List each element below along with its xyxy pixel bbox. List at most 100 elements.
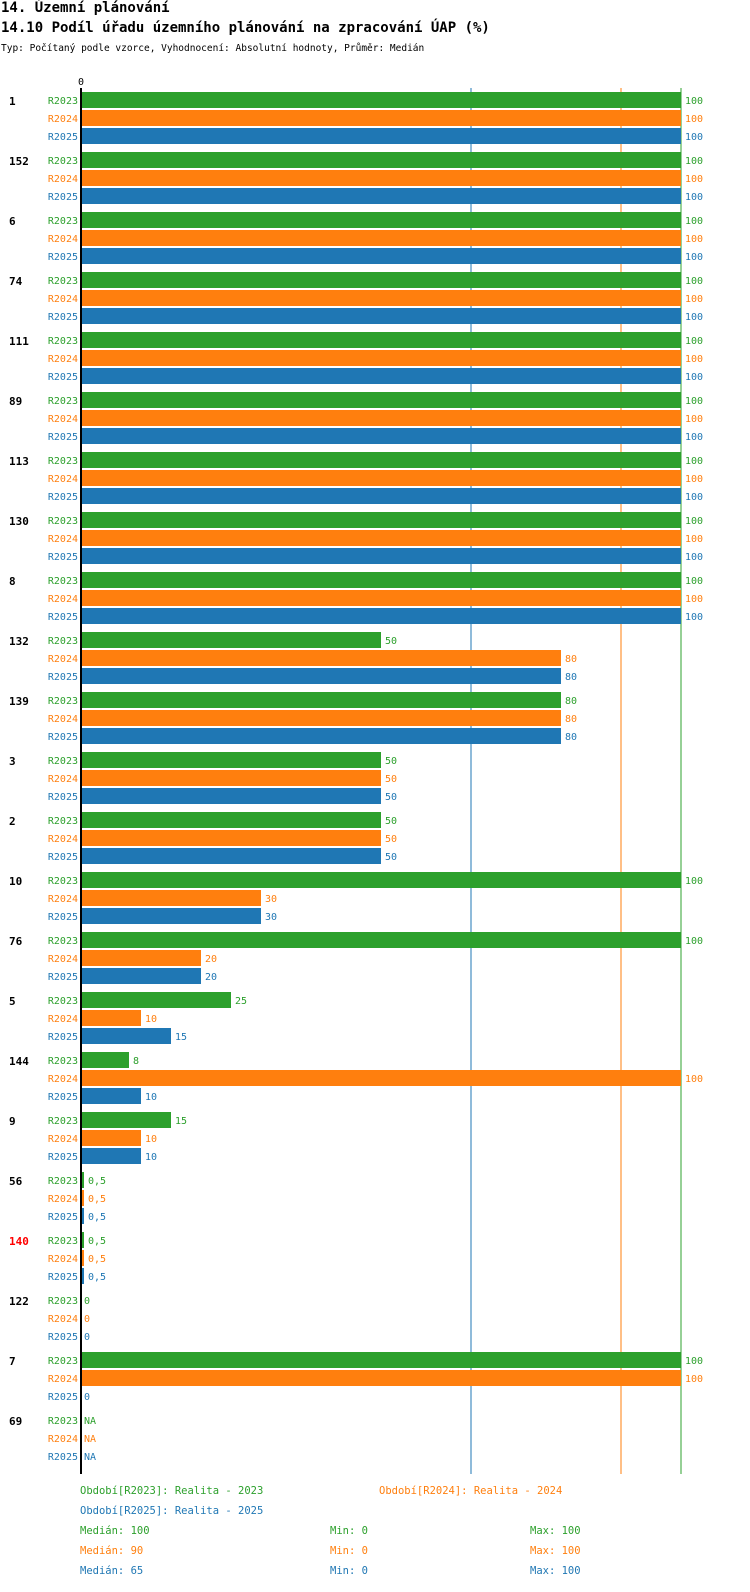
value-label: 100: [685, 132, 703, 143]
series-label: R2025: [48, 1332, 78, 1343]
series-label: R2023: [48, 456, 78, 467]
series-label: R2023: [48, 696, 78, 707]
bar-r2023: [81, 272, 681, 288]
category-label: 7: [9, 1355, 16, 1368]
value-label: 50: [385, 834, 397, 845]
series-label: R2023: [48, 816, 78, 827]
value-label: 80: [565, 732, 577, 743]
value-label: 30: [265, 894, 277, 905]
series-label: R2024: [48, 714, 78, 725]
value-label: NA: [84, 1452, 96, 1463]
value-label: 50: [385, 816, 397, 827]
bar-r2024: [81, 890, 261, 906]
value-label: 0,5: [88, 1212, 106, 1223]
value-label: NA: [84, 1416, 96, 1427]
category-label: 8: [9, 575, 16, 588]
category-label: 1: [9, 95, 16, 108]
series-label: R2024: [48, 1254, 78, 1265]
bar-r2024: [81, 350, 681, 366]
value-label: 0: [84, 1332, 90, 1343]
value-label: 15: [175, 1032, 187, 1043]
series-label: R2025: [48, 372, 78, 383]
value-label: 100: [685, 1074, 703, 1085]
series-label: R2023: [48, 876, 78, 887]
bar-r2025: [81, 848, 381, 864]
axis-zero-label: 0: [78, 77, 84, 88]
value-label: 50: [385, 774, 397, 785]
category-label: 3: [9, 755, 16, 768]
value-label: 50: [385, 636, 397, 647]
bar-r2024: [81, 590, 681, 606]
value-label: 100: [685, 234, 703, 245]
bar-r2023: [81, 812, 381, 828]
bar-r2023: [81, 692, 561, 708]
indicator-meta: Typ: Počítaný podle vzorce, Vyhodnocení:…: [1, 43, 425, 54]
series-label: R2023: [48, 156, 78, 167]
value-label: 100: [685, 312, 703, 323]
category-label: 5: [9, 995, 16, 1008]
bar-r2024: [81, 230, 681, 246]
value-label: 50: [385, 852, 397, 863]
series-label: R2025: [48, 972, 78, 983]
series-label: R2024: [48, 834, 78, 845]
series-label: R2024: [48, 474, 78, 485]
legend-r2023: Období[R2023]: Realita - 2023: [80, 1485, 264, 1497]
bar-r2024: [81, 290, 681, 306]
stat-min-r2025: Min: 0: [330, 1565, 368, 1577]
bar-r2023: [81, 1172, 84, 1188]
bar-r2023: [81, 632, 381, 648]
bar-r2025: [81, 788, 381, 804]
series-label: R2023: [48, 1416, 78, 1427]
value-label: 100: [685, 474, 703, 485]
series-label: R2023: [48, 216, 78, 227]
value-label: 100: [685, 1374, 703, 1385]
bar-r2023: [81, 392, 681, 408]
series-label: R2025: [48, 1272, 78, 1283]
value-label: 30: [265, 912, 277, 923]
series-label: R2023: [48, 1356, 78, 1367]
series-label: R2024: [48, 1434, 78, 1445]
bar-r2025: [81, 128, 681, 144]
bar-r2023: [81, 92, 681, 108]
value-label: 100: [685, 552, 703, 563]
series-label: R2025: [48, 612, 78, 623]
category-label: 130: [9, 515, 29, 528]
series-label: R2024: [48, 654, 78, 665]
value-label: 0: [84, 1392, 90, 1403]
series-label: R2024: [48, 954, 78, 965]
value-label: 0,5: [88, 1254, 106, 1265]
value-label: 100: [685, 534, 703, 545]
bar-r2025: [81, 908, 261, 924]
bar-r2024: [81, 770, 381, 786]
bar-r2025: [81, 368, 681, 384]
value-label: 0,5: [88, 1176, 106, 1187]
series-label: R2025: [48, 1452, 78, 1463]
series-label: R2023: [48, 516, 78, 527]
value-label: 100: [685, 156, 703, 167]
series-label: R2025: [48, 852, 78, 863]
bar-r2024: [81, 410, 681, 426]
value-label: NA: [84, 1434, 96, 1445]
series-label: R2025: [48, 1032, 78, 1043]
stat-median-r2023: Medián: 100: [80, 1525, 150, 1537]
series-label: R2025: [48, 432, 78, 443]
value-label: 8: [133, 1056, 139, 1067]
series-label: R2023: [48, 1176, 78, 1187]
legend-r2024: Období[R2024]: Realita - 2024: [379, 1485, 563, 1497]
category-label: 139: [9, 695, 29, 708]
bar-r2023: [81, 332, 681, 348]
bar-r2025: [81, 488, 681, 504]
value-label: 100: [685, 516, 703, 527]
series-label: R2024: [48, 294, 78, 305]
value-label: 0,5: [88, 1236, 106, 1247]
stat-max-r2023: Max: 100: [530, 1525, 581, 1537]
series-label: R2023: [48, 636, 78, 647]
bar-r2025: [81, 548, 681, 564]
series-label: R2024: [48, 1014, 78, 1025]
bar-r2023: [81, 992, 231, 1008]
value-label: 100: [685, 612, 703, 623]
indicator-title: 14.10 Podíl úřadu územního plánování na …: [1, 20, 490, 36]
value-label: 10: [145, 1134, 157, 1145]
stat-min-r2024: Min: 0: [330, 1545, 368, 1557]
bar-r2024: [81, 1010, 141, 1026]
